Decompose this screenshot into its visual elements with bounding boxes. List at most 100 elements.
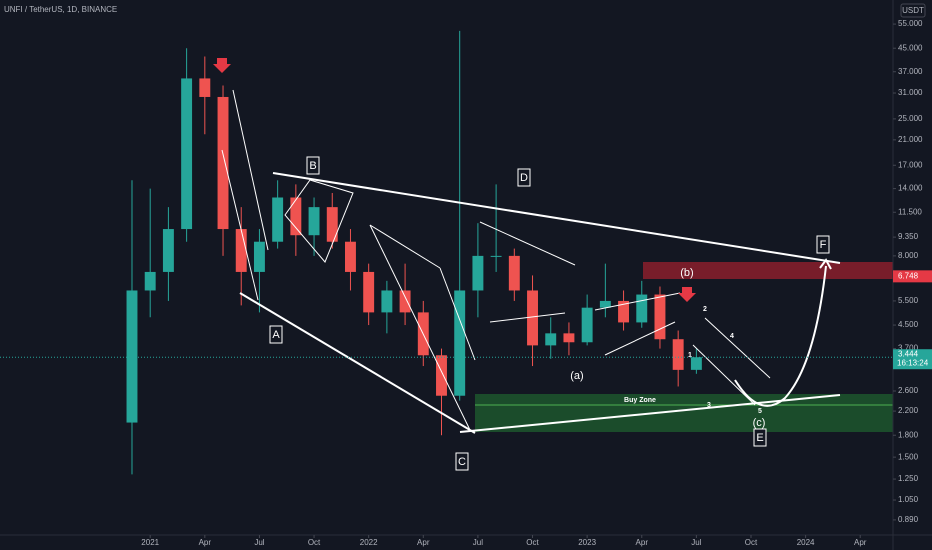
- x-tick-label: Jul: [691, 538, 701, 547]
- candle-body: [381, 290, 393, 313]
- wave-label: F: [820, 239, 827, 251]
- y-tick-label: 3.700: [898, 344, 919, 353]
- y-tick-label: 17.000: [898, 160, 923, 169]
- wave-label: E: [756, 432, 763, 444]
- y-tick-label: 8.000: [898, 251, 919, 260]
- trendline: [369, 224, 441, 269]
- candle-body: [436, 355, 447, 396]
- y-tick-label: 4.500: [898, 320, 919, 329]
- candle-body: [235, 229, 247, 272]
- buy-zone: [475, 394, 893, 432]
- candle-body: [454, 290, 466, 396]
- y-tick-label: 37.000: [898, 67, 923, 76]
- x-tick-label: Oct: [308, 538, 321, 547]
- trendline: [479, 221, 576, 266]
- currency-box: [900, 3, 926, 18]
- candle-body: [126, 290, 138, 423]
- trendline: [604, 321, 676, 356]
- x-tick-label: Apr: [636, 538, 649, 547]
- y-tick-label: 45.000: [898, 43, 923, 52]
- y-tick-label: 9.350: [898, 232, 919, 241]
- wave-label: D: [520, 172, 528, 184]
- y-tick-label: 21.000: [898, 135, 923, 144]
- candle-body: [690, 357, 702, 370]
- candle-body: [308, 207, 320, 236]
- trendline: [439, 267, 476, 361]
- candle-body: [636, 294, 648, 323]
- y-tick-label: 25.000: [898, 114, 923, 123]
- trendline: [594, 292, 681, 311]
- label-box: [306, 156, 320, 175]
- trendline: [221, 149, 259, 301]
- candle-body: [527, 290, 538, 346]
- marked-price-box: [893, 270, 932, 283]
- candle-body: [654, 294, 666, 340]
- wave-label: 2: [703, 306, 707, 313]
- candle-body: [144, 271, 156, 291]
- y-tick-label: 2.600: [898, 386, 919, 395]
- y-tick-label: 1.500: [898, 452, 919, 461]
- trendline: [459, 394, 841, 433]
- wave-label: (b): [680, 267, 693, 279]
- label-box: [455, 452, 469, 471]
- candle-body: [618, 300, 630, 323]
- annotations: A B C D E F (a) (b) (c) Buy Zone 1 2 3 4 5: [269, 156, 830, 471]
- x-tick-label: Apr: [854, 538, 867, 547]
- candle-body: [545, 333, 557, 346]
- trendline: [369, 224, 471, 431]
- candle-body: [272, 197, 284, 242]
- chart-title: UNFI / TetherUS, 1D, BINANCE: [4, 5, 117, 14]
- x-tick-label: Jul: [254, 538, 264, 547]
- x-tick-label: Oct: [745, 538, 758, 547]
- red-arrow: [213, 58, 231, 73]
- candle-body: [253, 241, 265, 272]
- wave-label: C: [458, 456, 466, 468]
- candle-body: [326, 207, 338, 242]
- x-tick-label: Apr: [417, 538, 430, 547]
- y-tick-label: 14.000: [898, 184, 923, 193]
- label-box: [816, 235, 830, 254]
- x-tick-label: Apr: [199, 538, 212, 547]
- candle-body: [508, 255, 520, 291]
- candle-body: [290, 197, 302, 236]
- arrow-head: [819, 258, 832, 270]
- candle-body: [399, 290, 411, 313]
- trendline: [232, 89, 269, 251]
- wave-label: A: [272, 329, 280, 341]
- candle-body: [472, 255, 484, 291]
- candle-body: [199, 78, 211, 97]
- y-tick-label: 31.000: [898, 88, 923, 97]
- candle-body: [363, 271, 375, 313]
- label-box: [269, 325, 283, 344]
- x-tick-label: 2024: [797, 538, 815, 547]
- trendline: [239, 292, 476, 434]
- y-tick-label: 1.050: [898, 495, 919, 504]
- y-tick-label: 1.800: [898, 430, 919, 439]
- y-tick-label: 1.250: [898, 474, 919, 483]
- currency: USDT: [902, 6, 924, 15]
- countdown: 16:13:24: [897, 358, 929, 367]
- y-tick-label: 11.500: [898, 207, 922, 216]
- y-tick-label: 0.890: [898, 515, 919, 524]
- candle-body: [599, 300, 611, 308]
- candle-body: [345, 241, 356, 272]
- current-price: 3.444: [898, 349, 919, 358]
- trendline: [704, 317, 771, 379]
- x-tick-label: Oct: [526, 538, 539, 547]
- wave-label: 5: [758, 408, 762, 415]
- candle-body: [563, 333, 575, 343]
- current-price-box: [893, 349, 932, 370]
- wave-label: Buy Zone: [624, 397, 656, 404]
- marked-price: 6.748: [898, 271, 919, 280]
- x-tick-label: 2023: [578, 538, 596, 547]
- candle-body: [581, 307, 593, 343]
- label-box: [517, 168, 531, 187]
- candle-body: [672, 339, 684, 370]
- wave-label: (c): [753, 417, 766, 429]
- trendline: [272, 172, 841, 264]
- drawings: [213, 58, 841, 434]
- trendline: [692, 344, 756, 406]
- wave-label: 1: [688, 352, 692, 359]
- y-tick-label: 55.000: [898, 19, 923, 28]
